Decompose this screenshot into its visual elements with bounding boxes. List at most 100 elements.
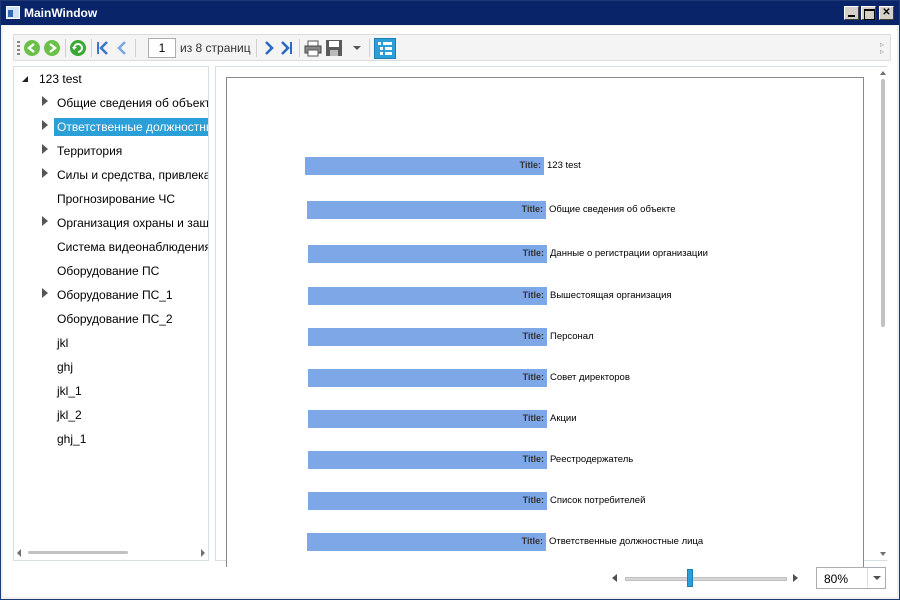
report-vertical-scrollbar[interactable] [878, 67, 888, 560]
tree-item[interactable]: Ответственные должностные [14, 115, 208, 137]
collapsed-arrow-icon[interactable] [42, 168, 48, 178]
scroll-thumb[interactable] [881, 79, 885, 327]
tree-item[interactable]: Общие сведения об объекте [14, 91, 209, 113]
zoom-select[interactable]: 80% [816, 567, 886, 589]
document-map-button[interactable] [374, 38, 396, 59]
tree-item[interactable]: Организация охраны и защи [14, 211, 209, 233]
tree-item-label[interactable]: jkl [57, 336, 69, 350]
title-band: Title: [308, 369, 547, 387]
close-button[interactable]: ✕ [879, 6, 894, 20]
page-count-label: из 8 страниц [180, 41, 251, 55]
first-page-button[interactable] [95, 39, 111, 57]
tree-item[interactable]: Прогнозирование ЧС [14, 187, 208, 209]
tree-item-label[interactable]: Оборудование ПС_2 [57, 312, 173, 326]
tree-item[interactable]: jkl_2 [14, 403, 208, 425]
first-page-icon [97, 41, 108, 55]
client-area: 1 из 8 страниц ▹ ▹ [3, 26, 897, 597]
toolbar-separator [369, 39, 370, 57]
forward-button[interactable] [43, 39, 61, 57]
title-caption: Title: [522, 454, 544, 464]
chevron-down-icon[interactable] [867, 568, 885, 588]
last-page-button[interactable] [279, 39, 295, 57]
title-caption: Title: [522, 290, 544, 300]
save-dropdown-button[interactable] [352, 39, 362, 57]
tree-item-label[interactable]: Силы и средства, привлекаем [57, 168, 209, 182]
tree-item[interactable]: Оборудование ПС_1 [14, 283, 208, 305]
next-page-button[interactable] [262, 39, 276, 57]
title-caption: Title: [522, 372, 544, 382]
scroll-thumb[interactable] [28, 551, 128, 554]
previous-page-button[interactable] [115, 39, 129, 57]
back-icon [24, 40, 40, 56]
collapsed-arrow-icon[interactable] [42, 96, 48, 106]
tree-root-label[interactable]: 123 test [39, 72, 82, 86]
toolbar-overflow-icon[interactable]: ▹ ▹ [880, 40, 885, 56]
title-band: Title: [307, 201, 546, 219]
tree-item[interactable]: Оборудование ПС [14, 259, 208, 281]
save-button[interactable] [325, 39, 343, 57]
title-value: Общие сведения об объекте [549, 204, 676, 215]
tree-item[interactable]: jkl_1 [14, 379, 208, 401]
zoom-value: 80% [824, 572, 849, 586]
scroll-down-icon[interactable] [880, 552, 886, 556]
title-caption: Title: [519, 160, 541, 170]
tree-item-label[interactable]: Оборудование ПС_1 [57, 288, 173, 302]
tree-item[interactable]: ghj [14, 355, 208, 377]
back-button[interactable] [23, 39, 41, 57]
tree-item[interactable]: Силы и средства, привлекаем [14, 163, 209, 185]
tree-item-label[interactable]: jkl_1 [57, 384, 82, 398]
collapsed-arrow-icon[interactable] [42, 144, 48, 154]
zoom-in-icon[interactable] [793, 574, 798, 582]
title-band: Title: [308, 328, 547, 346]
tree-item-label[interactable]: Система видеонаблюдения [57, 240, 209, 254]
toolbar-separator [135, 39, 136, 57]
tree-root[interactable]: 123 test [14, 67, 208, 89]
tree-item-label[interactable]: Общие сведения об объекте [57, 96, 209, 110]
tree-item[interactable]: Территория [14, 139, 208, 161]
tree-item-label[interactable]: jkl_2 [57, 408, 82, 422]
title-caption: Title: [522, 413, 544, 423]
title-bar[interactable]: MainWindow ✕ [1, 1, 899, 25]
tree-item-label[interactable]: Ответственные должностные [54, 118, 208, 136]
tree-item[interactable]: jkl [14, 331, 208, 353]
report-toolbar: 1 из 8 страниц ▹ ▹ [13, 34, 891, 61]
expanded-arrow-icon[interactable] [22, 76, 28, 82]
scroll-left-icon[interactable] [17, 549, 21, 557]
print-button[interactable] [304, 39, 322, 57]
tree-item-label[interactable]: Оборудование ПС [57, 264, 160, 278]
title-caption: Title: [521, 536, 543, 546]
scroll-right-icon[interactable] [201, 549, 205, 557]
document-map-icon [378, 42, 392, 55]
refresh-button[interactable] [69, 39, 87, 57]
tree-item[interactable]: Система видеонаблюдения [14, 235, 209, 257]
zoom-slider-track[interactable] [625, 577, 787, 581]
collapsed-arrow-icon[interactable] [42, 120, 48, 130]
maximize-button[interactable] [861, 6, 876, 20]
title-band: Title: [308, 410, 547, 428]
tree-item[interactable]: Оборудование ПС_2 [14, 307, 208, 329]
toolbar-separator [299, 39, 300, 57]
minimize-button[interactable] [844, 6, 859, 20]
previous-page-icon [117, 41, 126, 55]
tree-horizontal-scrollbar[interactable] [14, 546, 208, 560]
title-caption: Title: [521, 204, 543, 214]
next-page-icon [265, 41, 274, 55]
tree-item-label[interactable]: Организация охраны и защи [57, 216, 209, 230]
page-number-input[interactable]: 1 [148, 38, 176, 58]
collapsed-arrow-icon[interactable] [42, 288, 48, 298]
tree-item-label[interactable]: ghj [57, 360, 74, 374]
toolbar-grip[interactable] [17, 41, 20, 55]
tree-item[interactable]: ghj_1 [14, 427, 208, 449]
scroll-up-icon[interactable] [880, 71, 886, 75]
collapsed-arrow-icon[interactable] [42, 216, 48, 226]
tree-item-label[interactable]: Территория [57, 144, 123, 158]
title-value: Акции [550, 413, 577, 424]
last-page-icon [281, 41, 292, 55]
title-caption: Title: [522, 495, 544, 505]
tree-item-label[interactable]: ghj_1 [57, 432, 87, 446]
zoom-out-icon[interactable] [612, 574, 617, 582]
tree-item-label[interactable]: Прогнозирование ЧС [57, 192, 175, 206]
toolbar-separator [256, 39, 257, 57]
zoom-slider-thumb[interactable] [686, 569, 693, 587]
